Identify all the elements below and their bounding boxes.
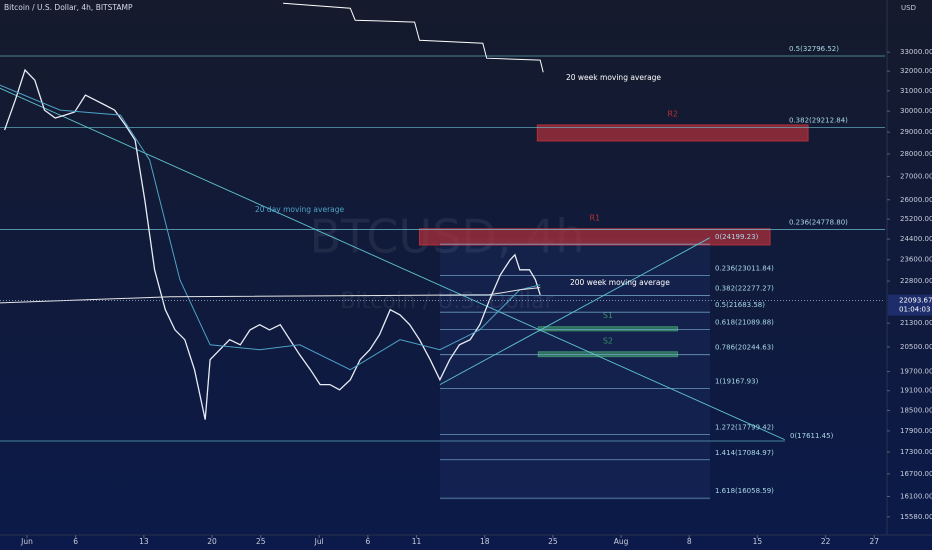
- zone-label: R2: [667, 109, 678, 118]
- level-label: 0(24199.23): [715, 233, 759, 241]
- watermark-sub: Bitcoin / U.S. Dollar: [340, 289, 554, 314]
- y-tick-label: 24400.00: [900, 235, 932, 243]
- x-tick-label: Aug: [614, 537, 629, 546]
- level-label: 0.618(21089.88): [715, 318, 774, 326]
- series-line: [3, 68, 541, 420]
- chart-title: Bitcoin / U.S. Dollar, 4h, BITSTAMP: [4, 3, 133, 12]
- level-label: 0.5(21683.58): [715, 301, 765, 309]
- x-tick-label: 18: [480, 537, 490, 546]
- y-tick-label: 31000.00: [900, 87, 932, 95]
- series-annotation: 20 day moving average: [255, 205, 345, 214]
- x-tick-label: 8: [687, 537, 692, 546]
- level-label: 0.5(32796.52): [789, 45, 839, 53]
- level-label: 0.382(29212.84): [789, 117, 848, 125]
- level-label: 0(17611.45): [790, 432, 834, 440]
- x-tick-label: 15: [753, 537, 763, 546]
- y-tick-label: 28000.00: [900, 150, 932, 158]
- zone-label: S1: [603, 311, 613, 320]
- y-tick-label: 19100.00: [900, 387, 932, 395]
- x-tick-label: 13: [139, 537, 149, 546]
- level-label: 1.414(17084.97): [715, 449, 774, 457]
- series-line: [0, 84, 541, 371]
- trendline: [0, 87, 785, 441]
- level-label: 1(19167.93): [715, 378, 759, 386]
- y-tick-label: 18500.00: [900, 406, 932, 414]
- y-tick-label: 29000.00: [900, 128, 932, 136]
- y-tick-label: 22800.00: [900, 277, 932, 285]
- x-tick-label: 27: [870, 537, 880, 546]
- countdown: 01:04:03: [899, 306, 930, 314]
- last-price-box: [888, 294, 932, 316]
- series-annotation: 200 week moving average: [570, 278, 670, 287]
- y-tick-label: 26000.00: [900, 196, 932, 204]
- fib-region: [440, 238, 710, 500]
- last-price-label: 22093.67: [899, 297, 932, 305]
- y-tick-label: 32000.00: [900, 67, 932, 75]
- x-tick-label: Jun: [20, 537, 33, 546]
- x-tick-label: 11: [412, 537, 422, 546]
- level-label: 1.618(16058.59): [715, 487, 774, 495]
- y-tick-label: 17300.00: [900, 448, 932, 456]
- level-label: 0.382(22277.27): [715, 284, 774, 292]
- zone-label: S2: [603, 336, 613, 345]
- y-tick-label: 27000.00: [900, 172, 932, 180]
- level-label: 0.236(24778.80): [789, 219, 848, 227]
- x-tick-label: 6: [365, 537, 370, 546]
- zone: [537, 351, 679, 358]
- zone: [536, 124, 809, 142]
- zone: [418, 228, 771, 246]
- zone: [537, 326, 679, 332]
- level-label: 0.786(20244.63): [715, 344, 774, 352]
- trendline: [439, 237, 710, 385]
- x-tick-label: Jul: [314, 537, 324, 546]
- y-tick-label: 20500.00: [900, 343, 932, 351]
- y-tick-label: 21300.00: [900, 319, 932, 327]
- series-line: [283, 2, 544, 73]
- currency: USD: [901, 4, 916, 12]
- y-tick-label: 19700.00: [900, 368, 932, 376]
- y-tick-label: 15580.00: [900, 513, 932, 521]
- y-tick-label: 25200.00: [900, 215, 932, 223]
- x-tick-label: 6: [73, 537, 78, 546]
- x-tick-label: 25: [256, 537, 266, 546]
- x-tick-label: 20: [207, 537, 217, 546]
- series-line: [0, 287, 541, 304]
- zone-label: R1: [589, 213, 600, 222]
- y-tick-label: 16100.00: [900, 493, 932, 501]
- y-tick-label: 23600.00: [900, 256, 932, 264]
- x-tick-label: 25: [548, 537, 558, 546]
- y-tick-label: 30000.00: [900, 107, 932, 115]
- series-annotation: 20 week moving average: [566, 73, 661, 82]
- x-tick-label: 22: [821, 537, 831, 546]
- y-tick-label: 17900.00: [900, 427, 932, 435]
- y-tick-label: 33000.00: [900, 48, 932, 56]
- y-tick-label: 16700.00: [900, 470, 932, 478]
- level-label: 1.272(17799.42): [715, 423, 774, 431]
- level-label: 0.236(23011.84): [715, 264, 774, 272]
